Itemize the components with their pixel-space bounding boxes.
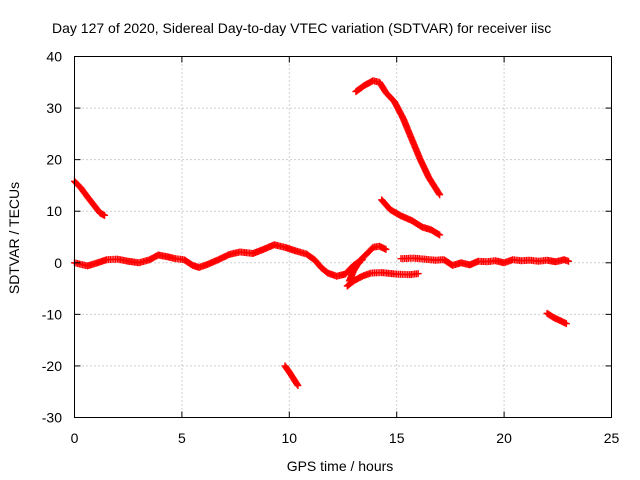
y-tick-label: -20: [42, 358, 62, 374]
plot-border: [74, 56, 612, 418]
data-point: [434, 230, 442, 238]
data-point: [293, 380, 301, 388]
x-axis-label: GPS time / hours: [287, 458, 394, 474]
data-series: [71, 77, 573, 390]
y-tick-label: 0: [54, 255, 62, 271]
data-point: [294, 382, 302, 390]
chart-title: Day 127 of 2020, Sidereal Day-to-day VTE…: [52, 20, 551, 36]
data-point: [382, 245, 390, 253]
x-tick-label: 5: [178, 430, 186, 446]
series-lower-branch: [343, 269, 422, 290]
y-tick-label: -30: [42, 410, 62, 426]
data-point: [565, 257, 573, 265]
x-tick-label: 15: [389, 430, 405, 446]
data-point: [562, 320, 570, 328]
data-point: [414, 270, 422, 278]
y-tick-label: 10: [46, 203, 62, 219]
series-early-descent: [71, 177, 109, 219]
data-point: [436, 191, 444, 199]
series-dense-right: [397, 254, 573, 269]
series-late-low: [543, 309, 570, 328]
data-point: [101, 211, 109, 219]
data-point: [436, 231, 444, 239]
data-point: [435, 189, 443, 197]
series-peak-arc: [352, 77, 444, 199]
grid-lines: [74, 56, 612, 418]
y-tick-label: -10: [42, 306, 62, 322]
x-tick-label: 20: [496, 430, 512, 446]
x-tick-label: 25: [604, 430, 620, 446]
series-mid-descent: [378, 196, 444, 239]
y-tick-label: 30: [46, 100, 62, 116]
y-tick-label: 40: [46, 49, 62, 65]
x-tick-label: 10: [282, 430, 298, 446]
series-mid-low: [281, 362, 302, 390]
y-tick-label: 20: [46, 152, 62, 168]
y-axis-label: SDTVAR / TECUs: [6, 182, 22, 294]
axis-ticks: 0 5 10 15 20 25 -30 -20 -10 0 10 20 30 40: [42, 49, 620, 447]
x-tick-label: 0: [71, 430, 79, 446]
